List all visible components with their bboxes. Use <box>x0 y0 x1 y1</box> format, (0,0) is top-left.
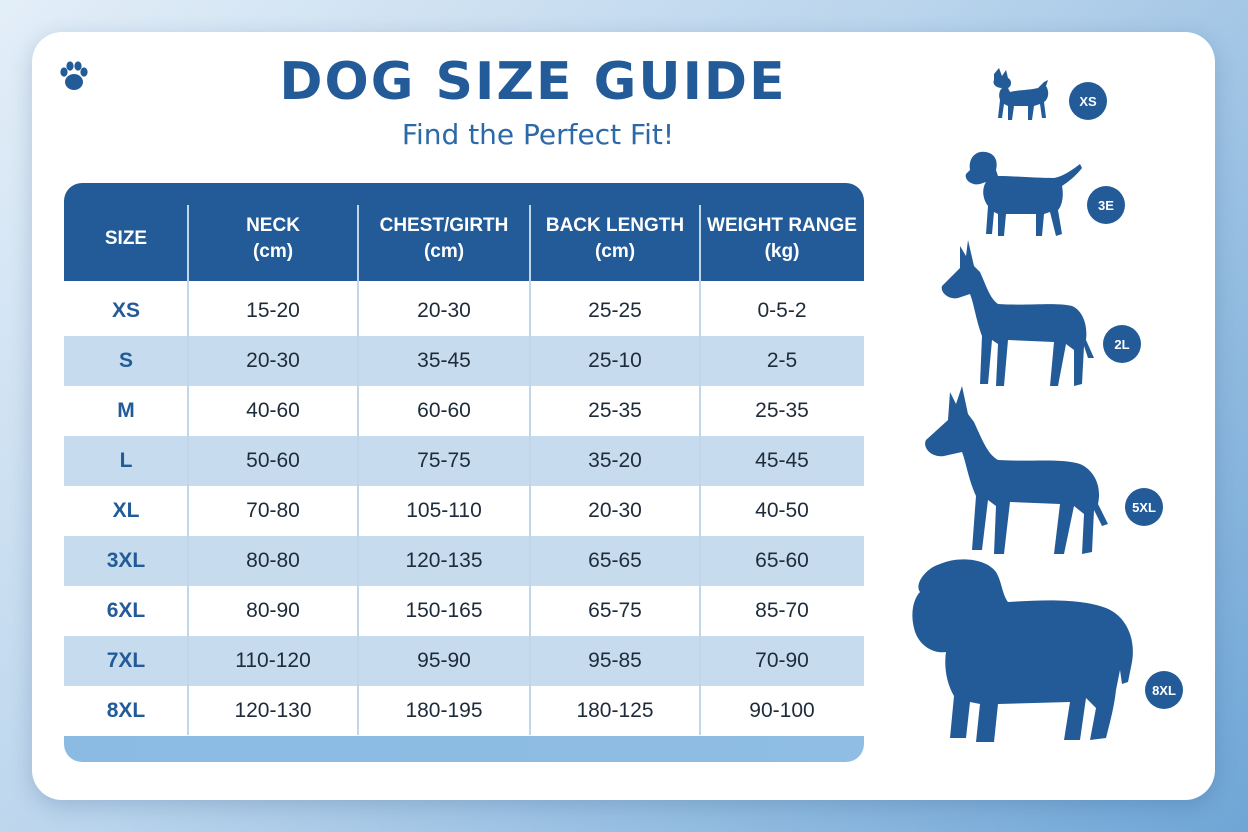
table-row: S 20-30 35-45 25-10 2-5 <box>64 336 864 386</box>
cell-weight: 65-60 <box>755 549 809 572</box>
chihuahua-silhouette-icon <box>993 68 1049 120</box>
cell-back-length: 25-25 <box>588 299 642 322</box>
cell-back-length: 65-75 <box>588 599 642 622</box>
size-table: SIZE NECK (cm) CHEST/GIRTH (cm) BACK LENGT… <box>64 183 864 762</box>
cell-chest: 95-90 <box>417 649 471 672</box>
cell-neck: 110-120 <box>235 649 311 672</box>
paw-icon <box>60 61 88 90</box>
great-dane-large-silhouette-icon <box>925 386 1108 554</box>
cell-weight: 40-50 <box>755 499 809 522</box>
cell-weight: 2-5 <box>766 349 798 372</box>
cell-chest: 105-110 <box>406 499 482 522</box>
cell-weight: 70-90 <box>755 649 809 672</box>
column-divider <box>357 205 359 735</box>
table-row: M 40-60 60-60 25-35 25-35 <box>64 386 864 436</box>
cell-chest: 120-135 <box>405 549 483 572</box>
cell-size: XL <box>112 499 140 522</box>
mastiff-silhouette-icon <box>912 559 1133 742</box>
column-header-weight: WEIGHT RANGE (kg) <box>707 215 857 262</box>
cell-back-length: 25-10 <box>588 349 642 372</box>
cell-neck: 20-30 <box>246 349 300 372</box>
cell-chest: 150-165 <box>405 599 483 622</box>
cell-weight: 45-45 <box>755 449 809 472</box>
page-title: DOG SIZE GUIDE <box>279 52 787 112</box>
column-divider <box>187 205 189 735</box>
cell-chest: 60-60 <box>417 399 471 422</box>
size-badge-3e: 3E <box>1087 186 1125 224</box>
cell-weight: 25-35 <box>755 399 809 422</box>
cell-chest: 180-195 <box>405 699 483 722</box>
cell-neck: 15-20 <box>246 299 300 322</box>
table-row: XS 15-20 20-30 25-25 0-5-2 <box>64 286 864 336</box>
table-row: 7XL 110-120 95-90 95-85 70-90 <box>64 636 864 686</box>
cell-size: 8XL <box>106 699 146 722</box>
cell-back-length: 95-85 <box>588 649 642 672</box>
cell-weight: 85-70 <box>755 599 809 622</box>
cell-chest: 75-75 <box>417 449 471 472</box>
cell-size: S <box>118 349 133 372</box>
cell-neck: 40-60 <box>246 399 300 422</box>
beagle-silhouette-icon <box>965 151 1082 236</box>
table-header: SIZE NECK (cm) CHEST/GIRTH (cm) BACK LENGT… <box>64 183 864 281</box>
cell-neck: 120-130 <box>234 699 312 722</box>
cell-back-length: 20-30 <box>588 499 642 522</box>
table-footer-bar <box>64 736 864 762</box>
column-divider <box>529 205 531 735</box>
table-row: XL 70-80 105-110 20-30 40-50 <box>64 486 864 536</box>
cell-size: 3XL <box>106 549 146 572</box>
page-subtitle: Find the Perfect Fit! <box>401 118 675 151</box>
cell-neck: 70-80 <box>246 499 300 522</box>
table-row: L 50-60 75-75 35-20 45-45 <box>64 436 864 486</box>
cell-size: M <box>117 399 135 422</box>
column-header-chest: CHEST/GIRTH (cm) <box>379 215 509 262</box>
table-row: 3XL 80-80 120-135 65-65 65-60 <box>64 536 864 586</box>
size-badge-5xl: 5XL <box>1125 488 1163 526</box>
size-badge-2l: 2L <box>1103 325 1141 363</box>
table-row: 6XL 80-90 150-165 65-75 85-70 <box>64 586 864 636</box>
column-header-size: SIZE <box>104 228 148 249</box>
table-row: 8XL 120-130 180-195 180-125 90-100 <box>64 686 864 736</box>
cell-size: XS <box>111 299 140 322</box>
size-badge-xs: XS <box>1069 82 1107 120</box>
great-dane-silhouette-icon <box>941 240 1094 386</box>
cell-chest: 20-30 <box>417 299 471 322</box>
column-header-back-length: BACK LENGTH (cm) <box>545 215 685 262</box>
cell-size: 7XL <box>106 649 146 672</box>
cell-neck: 80-80 <box>246 549 300 572</box>
cell-weight: 90-100 <box>749 699 815 722</box>
cell-neck: 50-60 <box>246 449 300 472</box>
cell-back-length: 65-65 <box>588 549 642 572</box>
column-header-neck: NECK (cm) <box>246 215 300 262</box>
cell-back-length: 35-20 <box>588 449 642 472</box>
cell-back-length: 180-125 <box>576 699 654 722</box>
cell-chest: 35-45 <box>417 349 471 372</box>
column-divider <box>699 205 701 735</box>
cell-back-length: 25-35 <box>588 399 642 422</box>
cell-size: 6XL <box>106 599 146 622</box>
cell-size: L <box>119 449 133 472</box>
size-badge-8xl: 8XL <box>1145 671 1183 709</box>
cell-neck: 80-90 <box>246 599 300 622</box>
cell-weight: 0-5-2 <box>757 299 807 322</box>
